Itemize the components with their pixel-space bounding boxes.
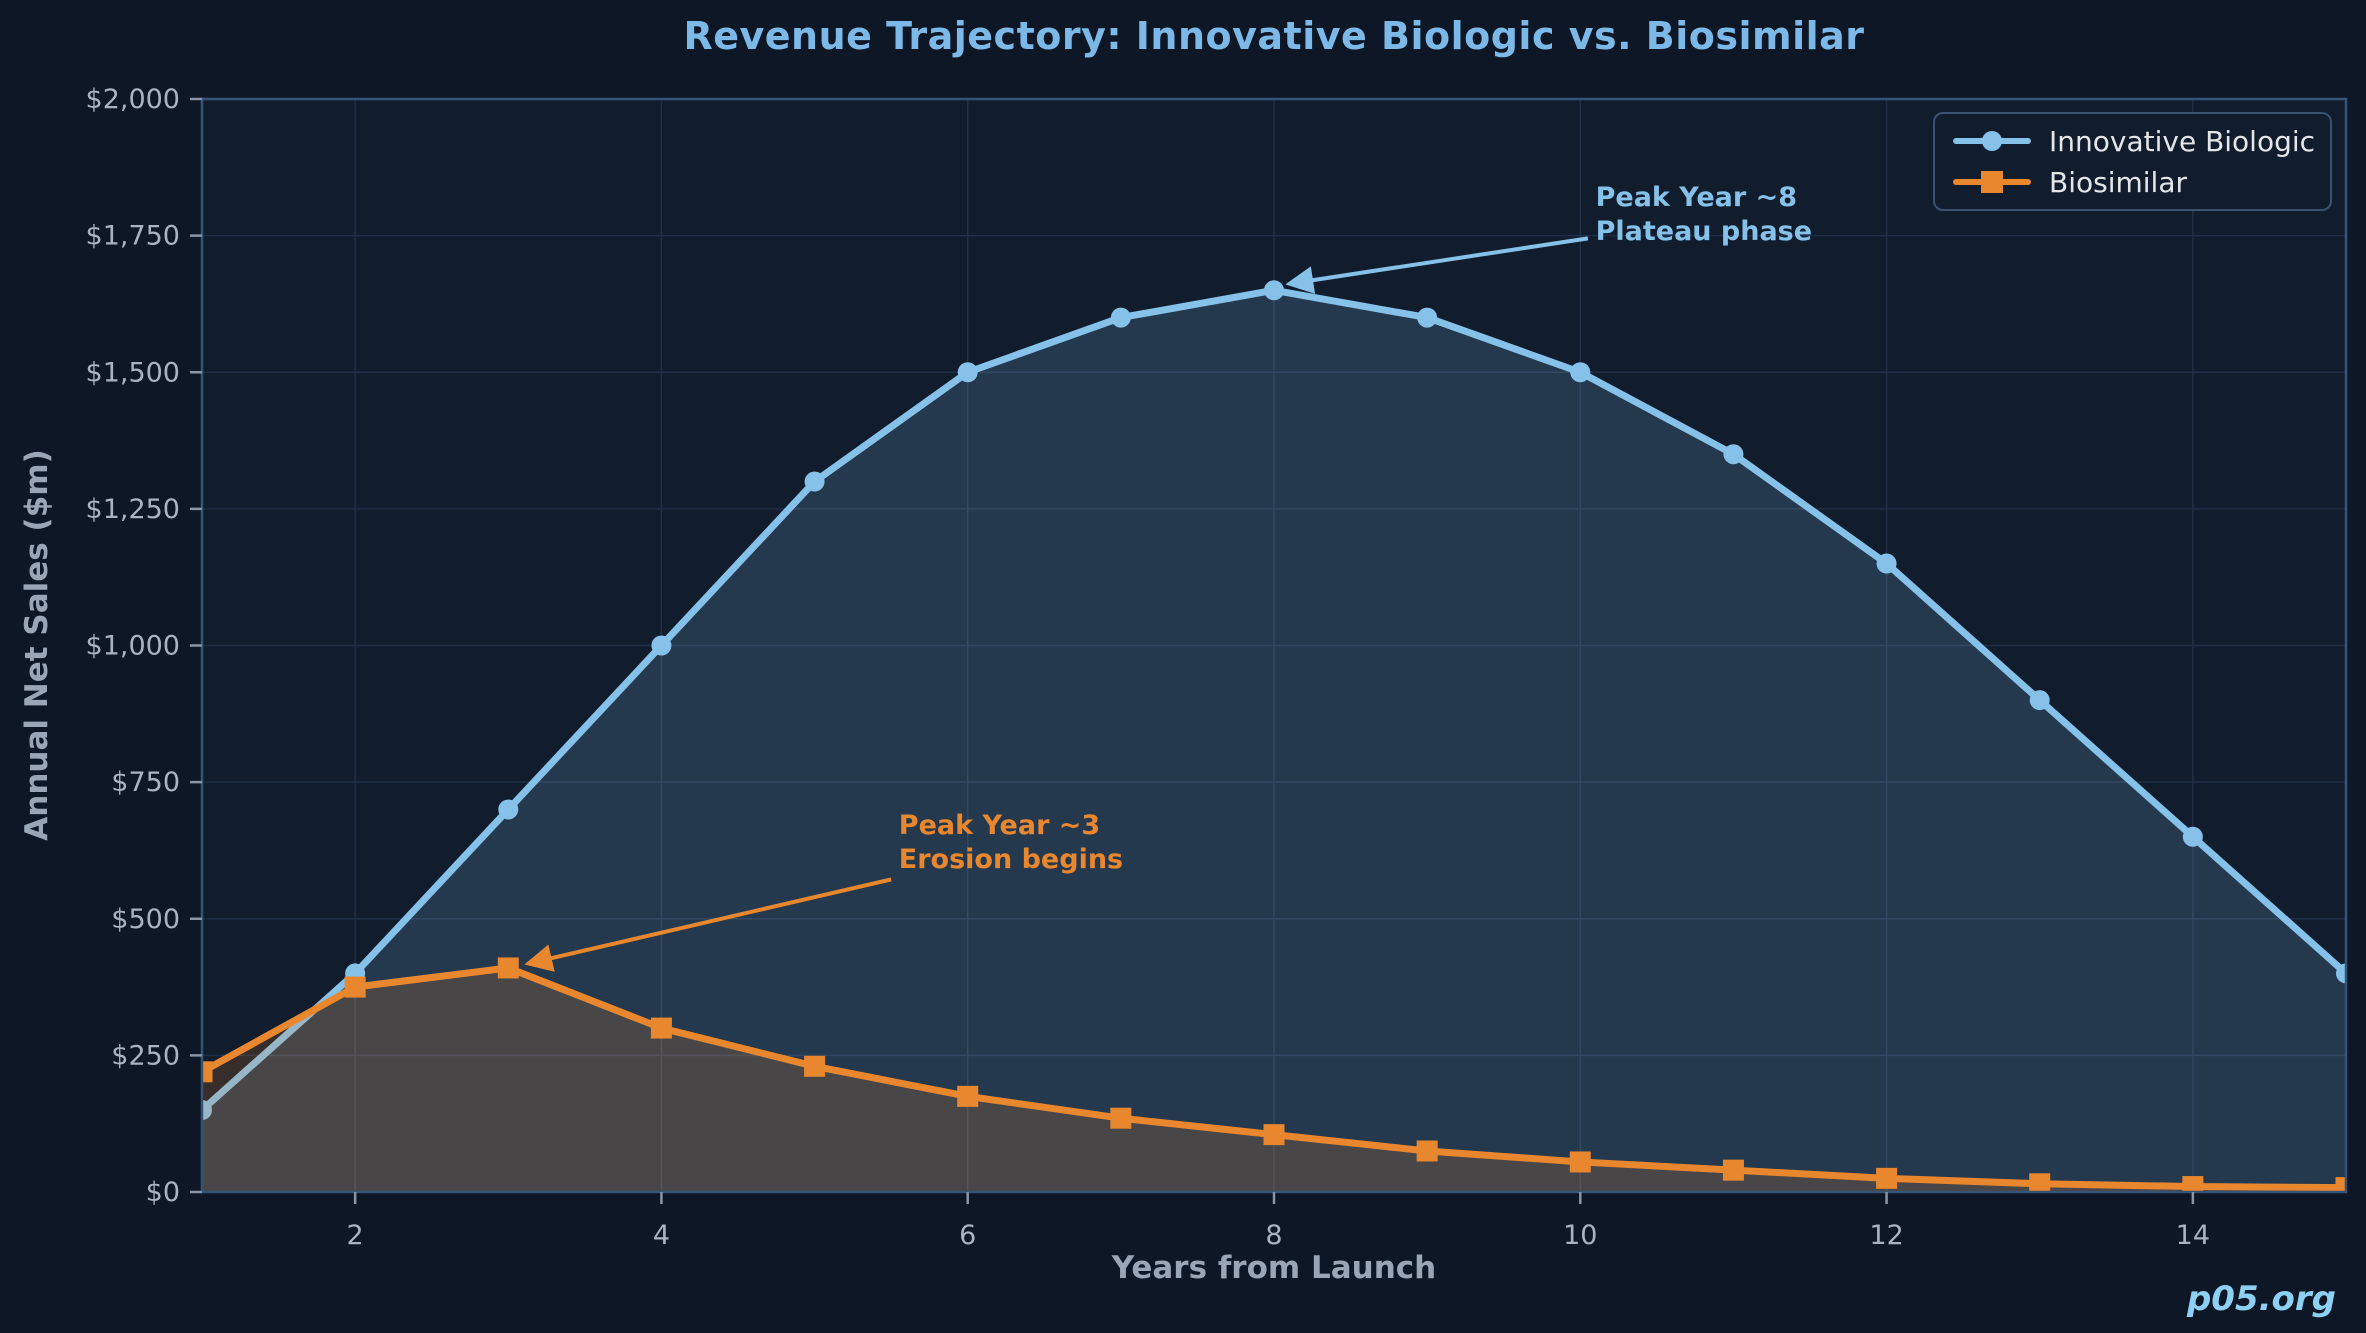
data-point: [1263, 1124, 1285, 1146]
data-point: [1876, 553, 1897, 574]
data-point: [2029, 690, 2050, 711]
data-point: [1417, 307, 1438, 328]
data-point: [2182, 826, 2203, 847]
y-tick-label: $1,750: [86, 221, 180, 252]
data-point: [498, 799, 519, 820]
y-tick-label: $1,000: [86, 631, 180, 662]
axis-tick-labels: $0 $250 $500 $750 $1,000 $1,250 $1,500 $1,750 $2…: [86, 84, 2211, 1251]
x-tick-label: 8: [1265, 1220, 1282, 1251]
data-point: [344, 976, 366, 998]
x-tick-label: 2: [347, 1220, 364, 1251]
y-tick-label: $0: [146, 1177, 180, 1208]
data-point: [497, 957, 519, 979]
data-point: [1110, 307, 1131, 328]
data-point: [1722, 1159, 1744, 1181]
data-point: [1110, 1107, 1132, 1129]
legend-label-biosimilar: Biosimilar: [2049, 165, 2187, 199]
x-axis-label: Years from Launch: [1111, 1250, 1437, 1286]
annotation-arrow: [524, 877, 892, 972]
y-tick-label: $1,250: [86, 494, 180, 525]
data-point: [650, 1017, 672, 1039]
data-point: [2182, 1176, 2204, 1192]
x-tick-label: 12: [1869, 1220, 1903, 1251]
legend-item-innovative-biologic: Innovative Biologic: [1953, 124, 2316, 158]
series-group: [202, 280, 2346, 1192]
legend: Innovative Biologic Biosimilar: [1933, 112, 2332, 211]
series-markers-innovative-biologic: [202, 280, 2346, 1121]
data-point: [2336, 963, 2346, 984]
data-point: [2335, 1177, 2346, 1192]
data-point: [1416, 1140, 1438, 1162]
data-point: [957, 1085, 979, 1107]
data-point: [957, 362, 978, 383]
legend-swatch-square-marker: [1953, 171, 2031, 193]
annotation-text-peak-year-3: Peak Year ~3 Erosion begins: [898, 810, 1124, 876]
y-tick-label: $1,500: [86, 357, 180, 388]
data-point: [804, 471, 825, 492]
data-point: [1570, 362, 1591, 383]
data-point: [1723, 444, 1744, 465]
data-point: [804, 1055, 826, 1077]
annotation-text-peak-year-8: Peak Year ~8 Plateau phase: [1595, 181, 1813, 247]
axis-ticks: [190, 97, 2195, 1204]
data-point: [202, 1100, 212, 1121]
y-tick-label: $750: [111, 767, 180, 798]
data-point: [2029, 1173, 2051, 1192]
data-point: [1876, 1167, 1898, 1189]
data-point: [1569, 1151, 1591, 1173]
series-markers-biosimilar: [202, 957, 2346, 1192]
y-axis-label: Annual Net Sales ($m): [19, 449, 55, 841]
data-point: [1264, 280, 1284, 301]
series-area-biosimilar: [202, 967, 2346, 1192]
chart-title: Revenue Trajectory: Innovative Biologic …: [683, 14, 1865, 58]
data-point: [202, 1061, 213, 1083]
series-area-innovative-biologic: [202, 290, 2346, 1192]
watermark: p05.org: [2186, 1279, 2336, 1319]
x-tick-label: 14: [2176, 1220, 2210, 1251]
y-tick-label: $250: [111, 1040, 180, 1071]
x-tick-label: 10: [1563, 1220, 1597, 1251]
legend-item-biosimilar: Biosimilar: [1953, 166, 2312, 199]
x-tick-label: 6: [959, 1220, 976, 1251]
x-tick-label: 4: [653, 1220, 670, 1251]
legend-label-innovative-biologic: Innovative Biologic: [2049, 124, 2316, 158]
data-point: [651, 635, 672, 656]
annotation-arrow: [1285, 236, 1589, 294]
legend-swatch-circle-marker: [1953, 131, 2031, 151]
y-tick-label: $2,000: [86, 84, 180, 115]
y-tick-label: $500: [111, 904, 180, 935]
